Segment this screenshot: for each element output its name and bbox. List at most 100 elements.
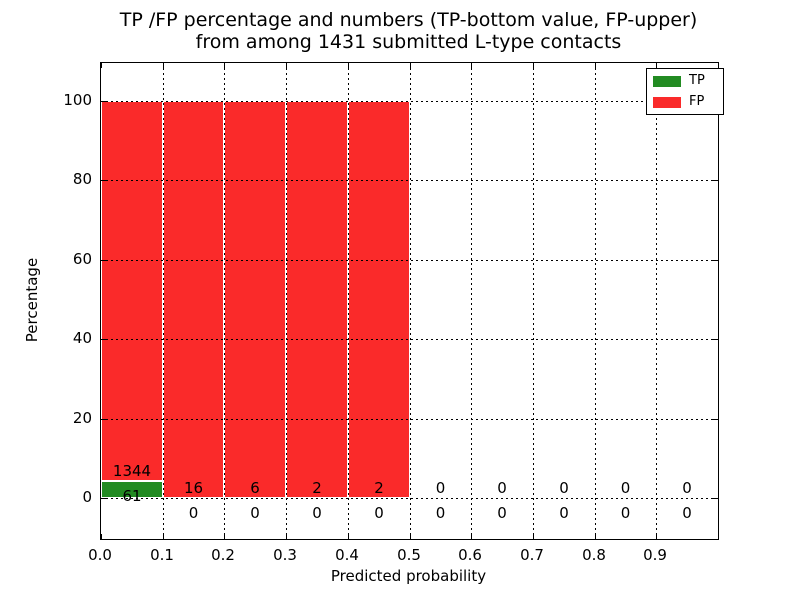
bar-fp	[163, 101, 224, 498]
gridline-x	[410, 63, 411, 539]
y-tick-label: 80	[72, 170, 92, 188]
tick-mark-left	[101, 101, 106, 102]
fp-count-label: 0	[620, 479, 631, 497]
x-tick-label: 0.5	[397, 546, 421, 564]
tick-mark-right	[713, 180, 718, 181]
gridline-x	[163, 63, 164, 539]
gridline-x	[348, 63, 349, 539]
tick-mark-bottom	[656, 534, 657, 539]
tp-count-label: 0	[435, 504, 446, 522]
plot-area: TP FP 1344 61 16 0 6 0 2 0 2 0 0 0 0 0 0 0 0 0 0 0	[100, 62, 724, 540]
fp-swatch-icon	[653, 96, 681, 108]
tick-mark-bottom	[286, 534, 287, 539]
chart-title-line1: TP /FP percentage and numbers (TP-bottom…	[119, 9, 698, 31]
tp-count-label: 0	[374, 504, 384, 522]
tick-mark-left	[101, 180, 106, 181]
legend: TP FP	[646, 68, 724, 115]
gridline-y	[101, 339, 718, 340]
fp-count-label: 0	[435, 479, 446, 497]
fp-count-label: 2	[374, 479, 384, 497]
tp-count-label: 0	[188, 504, 199, 522]
gridline-x	[286, 63, 287, 539]
y-axis-label: Percentage	[23, 257, 41, 343]
tick-mark-right	[713, 339, 718, 340]
y-tick-label: 100	[63, 91, 92, 109]
x-axis-label: Predicted probability	[330, 567, 487, 585]
legend-row: TP	[653, 74, 717, 88]
tick-mark-top	[348, 63, 349, 68]
y-tick-label: 60	[72, 250, 92, 268]
tick-mark-left	[101, 419, 106, 420]
tick-mark-top	[224, 63, 225, 68]
tp-count-label: 0	[250, 504, 260, 522]
fp-count-label: 16	[183, 479, 204, 497]
y-tick-label: 40	[72, 329, 92, 347]
tick-mark-top	[101, 63, 102, 68]
tick-mark-bottom	[348, 534, 349, 539]
fp-count-label: 0	[497, 479, 507, 497]
x-tick-label: 0.2	[211, 546, 235, 564]
fp-count-label: 0	[559, 479, 569, 497]
tick-mark-right	[713, 419, 718, 420]
gridline-y	[101, 419, 718, 420]
tick-mark-bottom	[224, 534, 225, 539]
gridline-y	[101, 498, 718, 499]
tick-mark-left	[101, 498, 106, 499]
tick-mark-top	[656, 63, 657, 68]
tick-mark-top	[595, 63, 596, 68]
tp-count-label: 0	[682, 504, 692, 522]
bar-fp	[348, 101, 410, 498]
tick-mark-top	[533, 63, 534, 68]
tp-count-label: 0	[497, 504, 507, 522]
x-tick-label: 0.9	[643, 546, 667, 564]
fp-count-label: 0	[682, 479, 692, 497]
tick-mark-left	[101, 339, 106, 340]
legend-row: FP	[653, 95, 717, 109]
gridline-y	[101, 260, 718, 261]
fp-count-label: 2	[312, 479, 322, 497]
chart-title-line2: from among 1431 submitted L-type contact…	[195, 31, 622, 53]
tick-mark-top	[410, 63, 411, 68]
tick-mark-bottom	[471, 534, 472, 539]
x-tick-label: 0.0	[88, 546, 112, 564]
tick-mark-top	[163, 63, 164, 68]
fp-count-label: 6	[250, 479, 260, 497]
gridline-y	[101, 101, 718, 102]
fp-count-label: 1344	[112, 462, 152, 480]
legend-label: TP	[689, 73, 705, 88]
tick-mark-bottom	[410, 534, 411, 539]
tick-mark-top	[471, 63, 472, 68]
chart-title: TP /FP percentage and numbers (TP-bottom…	[100, 9, 717, 53]
tp-swatch-icon	[653, 75, 681, 87]
x-tick-label: 0.3	[273, 546, 297, 564]
x-tick-label: 0.1	[150, 546, 174, 564]
tp-count-label: 0	[559, 504, 569, 522]
x-tick-label: 0.8	[582, 546, 606, 564]
tick-mark-left	[101, 260, 106, 261]
tick-mark-top	[286, 63, 287, 68]
tick-mark-right	[713, 498, 718, 499]
tick-mark-bottom	[533, 534, 534, 539]
bar-fp	[101, 101, 163, 481]
gridline-x	[656, 63, 657, 539]
tick-mark-right	[713, 260, 718, 261]
x-tick-label: 0.7	[520, 546, 544, 564]
tp-count-label: 61	[122, 487, 142, 505]
gridline-x	[471, 63, 472, 539]
legend-label: FP	[689, 94, 705, 109]
gridline-y	[101, 180, 718, 181]
bar-fp	[286, 101, 348, 498]
tp-count-label: 0	[620, 504, 631, 522]
tick-mark-bottom	[101, 534, 102, 539]
bar-fp	[224, 101, 286, 498]
tick-mark-bottom	[595, 534, 596, 539]
tp-count-label: 0	[312, 504, 322, 522]
gridline-x	[595, 63, 596, 539]
y-tick-label: 0	[82, 488, 92, 506]
gridline-x	[224, 63, 225, 539]
tick-mark-bottom	[163, 534, 164, 539]
gridline-x	[533, 63, 534, 539]
bar-tp	[101, 481, 163, 498]
y-tick-label: 20	[72, 409, 92, 427]
